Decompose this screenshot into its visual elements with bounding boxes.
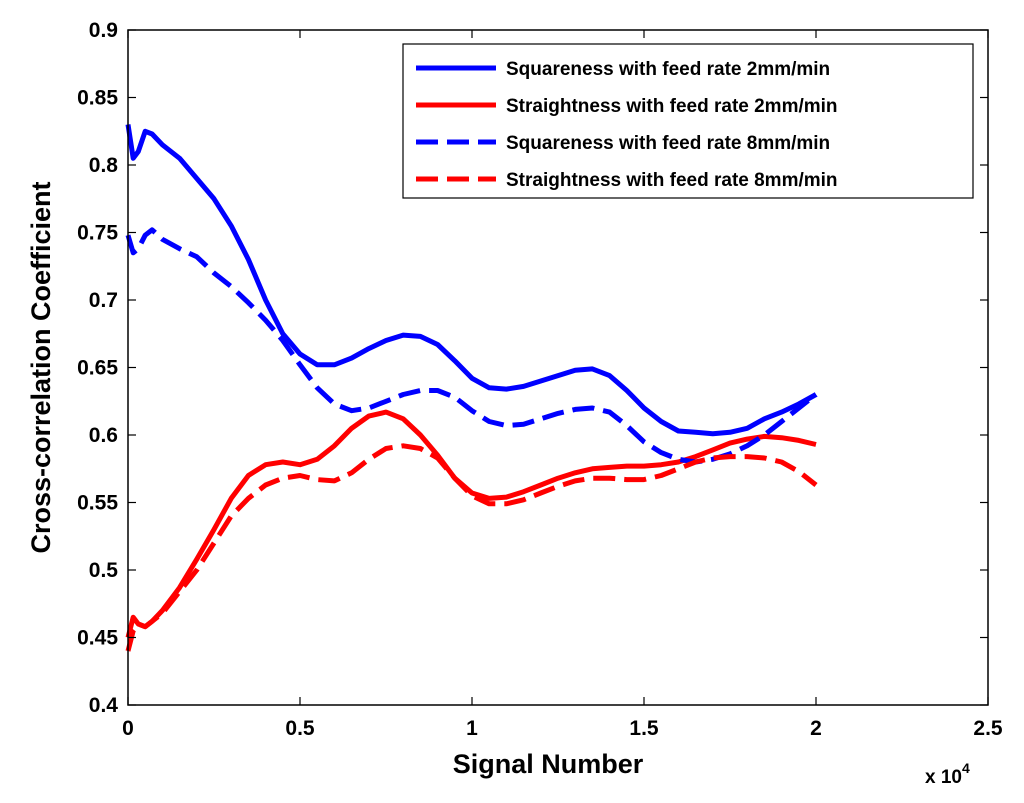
y-tick-label: 0.65 (77, 357, 118, 380)
x-tick-label: 1.5 (629, 717, 659, 740)
y-tick-label: 0.9 (89, 19, 118, 42)
y-tick-label: 0.6 (89, 424, 118, 447)
x-tick-label: 2.5 (973, 717, 1003, 740)
x-multiplier-exponent: 4 (962, 760, 970, 776)
legend-items: Squareness with feed rate 2mm/min Straigh… (416, 59, 838, 191)
y-tick-label: 0.55 (77, 492, 118, 515)
x-tick-label: 0 (122, 717, 134, 740)
y-tick-label: 0.75 (77, 222, 118, 245)
legend-label-2: Straightness with feed rate 2mm/min (506, 96, 838, 117)
y-tick-label: 0.4 (89, 694, 119, 717)
x-tick-label: 1 (466, 717, 478, 740)
series-line-1 (125, 124, 818, 437)
series-layer (125, 124, 818, 652)
y-tick-label: 0.7 (89, 289, 118, 312)
x-multiplier-base: x 10 (925, 767, 962, 788)
legend: Squareness with feed rate 2mm/min Straigh… (402, 43, 974, 199)
legend-label-1: Squareness with feed rate 2mm/min (506, 59, 830, 80)
x-tick-label: 0.5 (285, 717, 315, 740)
x-axis-label: Signal Number (453, 749, 644, 779)
y-tick-label: 0.8 (89, 154, 119, 177)
series-line-4 (125, 443, 818, 652)
x-tick-label: 2 (810, 717, 822, 740)
legend-label-3: Squareness with feed rate 8mm/min (506, 133, 830, 154)
legend-box (402, 43, 974, 199)
ticks-layer: 0 0.5 1 1.5 2 2.5 0.4 0.45 0.5 0.55 0.6 0.65 0.7 0.75… (77, 19, 1003, 740)
y-tick-label: 0.85 (77, 87, 118, 110)
y-tick-label: 0.45 (77, 627, 118, 650)
x-axis-multiplier: x 104 (925, 760, 970, 788)
y-axis-label: Cross-correlation Coefficient (26, 181, 56, 553)
y-tick-label: 0.5 (89, 559, 119, 582)
legend-label-4: Straightness with feed rate 8mm/min (506, 170, 838, 191)
